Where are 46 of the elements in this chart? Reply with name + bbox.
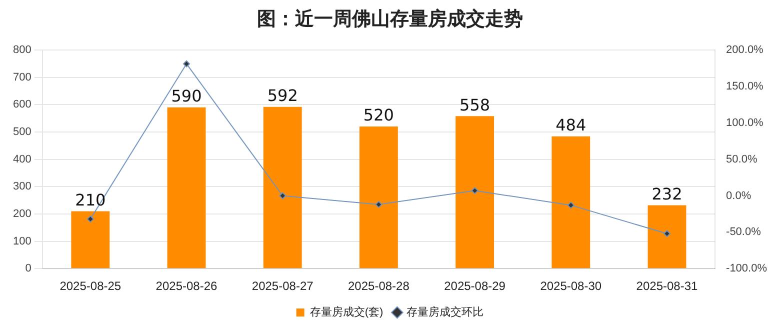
data-label: 558 [460,95,490,114]
chart-title: 图：近一周佛山存量房成交走势 [256,7,524,32]
bar [648,205,686,268]
y2-tick-label: 100.0% [726,116,764,129]
point [663,230,670,238]
y2-tick-label: 0.0% [726,190,752,202]
bar [456,116,494,268]
y-tick-label: 300 [12,180,32,193]
data-label: 232 [652,184,682,204]
y-tick-label: 500 [12,126,32,138]
y-tick-label: 400 [12,153,32,166]
data-label: 590 [171,86,202,106]
y-tick-label: 800 [12,44,32,56]
y2-tick-label: 200.0% [726,44,764,56]
x-tick-label: 2025-08-27 [252,279,314,294]
x-tick-label: 2025-08-31 [636,279,698,294]
point [183,60,190,68]
point [567,202,574,209]
y2-tick-label: 50.0% [726,153,758,166]
data-label: 520 [363,106,394,125]
y2-tick-label: -100.0% [726,262,768,275]
y-tick-label: 600 [12,98,32,111]
x-tick-label: 2025-08-28 [348,279,410,294]
y2-tick-label: 150.0% [726,80,764,92]
bar [167,107,206,268]
data-label: 484 [556,116,586,135]
point [471,187,478,194]
y-tick-label: 100 [12,235,32,248]
y-tick-label: 200 [12,208,32,220]
y2-tick-label: -50.0% [726,226,762,238]
x-tick-label: 2025-08-26 [156,279,218,294]
legend-label: 存量房成交(套) [310,306,384,319]
bar [552,136,590,268]
data-label: 592 [267,86,298,105]
point [375,200,382,208]
bar [359,126,398,268]
x-tick-label: 2025-08-29 [444,279,506,294]
y-tick-label: 0 [25,262,32,275]
point [86,216,94,223]
x-tick-label: 2025-08-30 [540,279,602,294]
bar [71,211,110,268]
x-tick-label: 2025-08-25 [60,279,122,294]
legend-label: 存量房成交环比 [406,306,484,319]
point [279,192,286,200]
y-tick-label: 700 [12,71,32,84]
bar [263,106,302,268]
